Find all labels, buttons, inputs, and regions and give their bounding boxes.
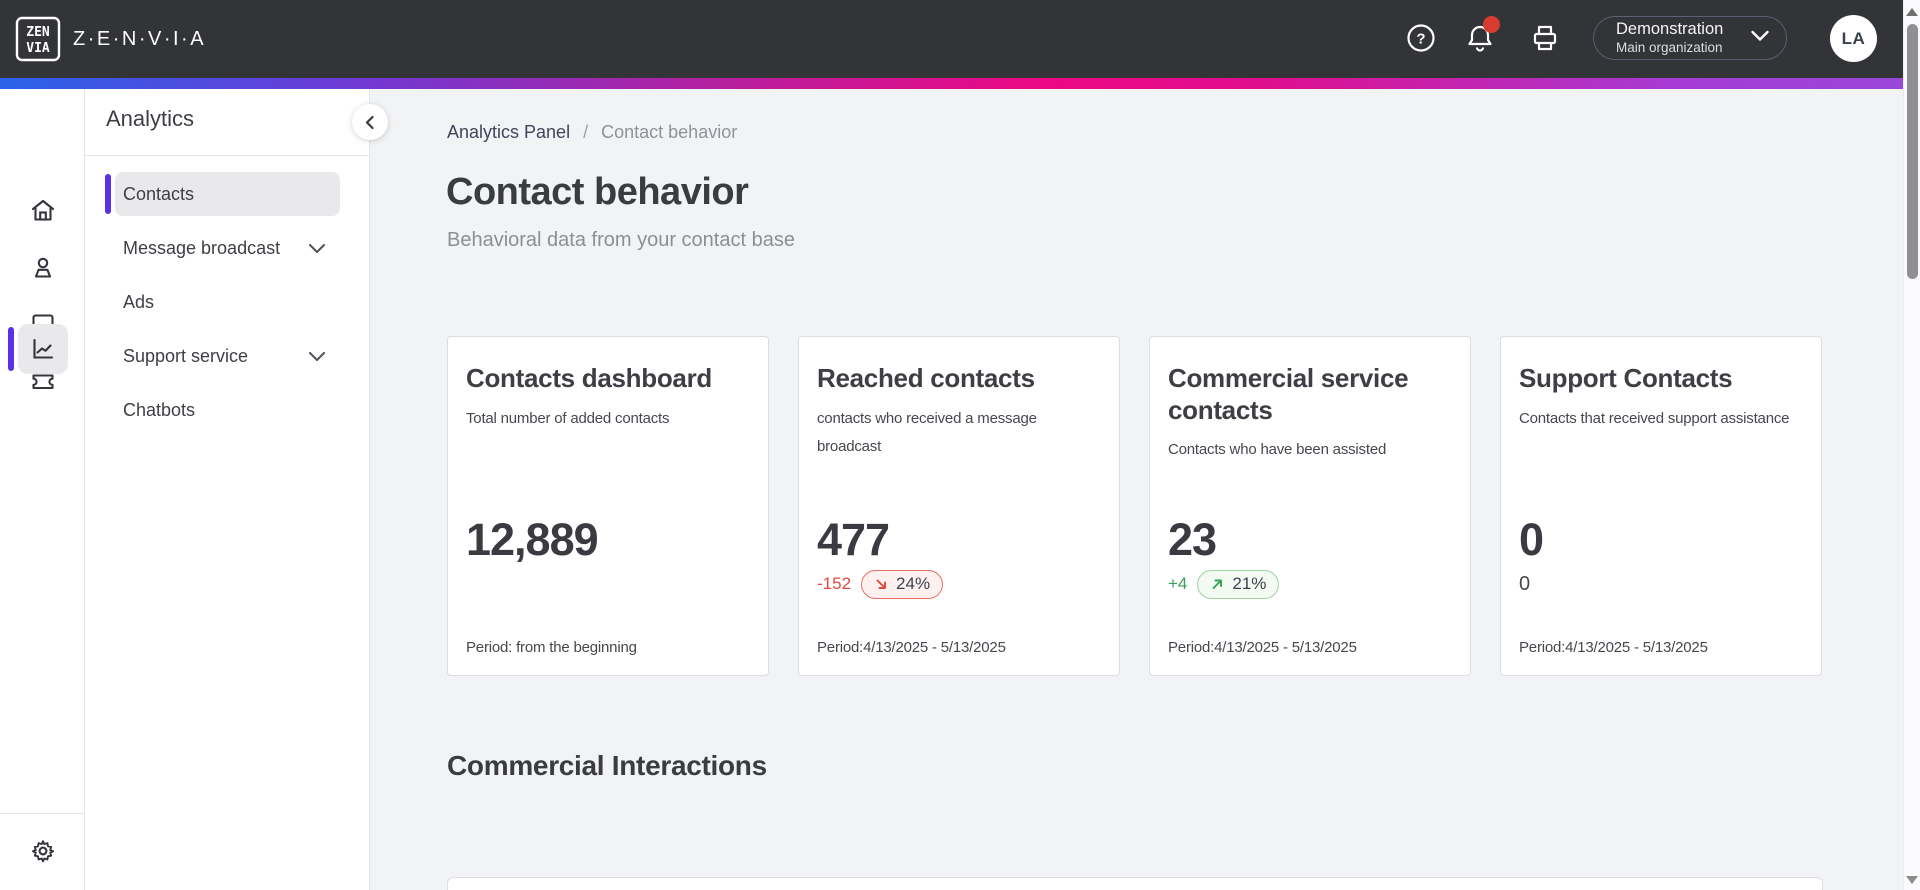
sidebar-item-label: Message broadcast bbox=[123, 237, 281, 258]
card-commercial-service-contacts: Commercial service contacts Contacts who… bbox=[1149, 336, 1471, 676]
chevron-down-icon bbox=[308, 346, 326, 367]
breadcrumb-current: Contact behavior bbox=[601, 122, 738, 142]
trend-pill-down: 24% bbox=[861, 569, 944, 599]
sidebar-item-ads[interactable]: Ads bbox=[115, 280, 340, 324]
active-item-indicator bbox=[105, 174, 111, 214]
sidebar-item-label: Ads bbox=[123, 291, 155, 312]
card-value: 477 bbox=[817, 514, 890, 565]
icon-rail bbox=[0, 89, 85, 890]
card-description: Total number of added contacts bbox=[466, 409, 670, 427]
delta-percent: 24% bbox=[896, 574, 931, 593]
help-icon[interactable]: ? bbox=[1405, 22, 1437, 54]
card-period: Period: from the beginning bbox=[466, 639, 637, 656]
card-description: Contacts who have been assisted bbox=[1168, 441, 1387, 459]
card-value: 23 bbox=[1168, 514, 1217, 565]
rail-divider bbox=[0, 813, 85, 814]
page-subtitle: Behavioral data from your contact base bbox=[447, 229, 795, 251]
sidebar-title: Analytics bbox=[106, 106, 195, 131]
card-value: 0 bbox=[1519, 514, 1544, 565]
zenvia-wordmark: Z·E·N·V·I·A bbox=[73, 28, 207, 50]
card-support-contacts: Support Contacts Contacts that received … bbox=[1500, 336, 1822, 676]
scroll-down-arrow[interactable] bbox=[1906, 876, 1918, 884]
card-title: Support Contacts bbox=[1519, 363, 1733, 393]
settings-gear-icon[interactable] bbox=[30, 838, 56, 864]
chevron-down-icon bbox=[1750, 29, 1770, 47]
card-period: Period:4/13/2025 - 5/13/2025 bbox=[1519, 639, 1708, 656]
brand-gradient-bar bbox=[0, 78, 1903, 89]
analytics-sidebar: Analytics Contacts Message broadcast Ads… bbox=[85, 89, 370, 890]
notification-badge bbox=[1483, 16, 1500, 33]
scroll-up-arrow[interactable] bbox=[1906, 8, 1918, 16]
card-contacts-dashboard: Contacts dashboard Total number of added… bbox=[447, 336, 769, 676]
top-bar: ZEN VIA Z·E·N·V·I·A ? bbox=[0, 0, 1903, 78]
sidebar-item-support-service[interactable]: Support service bbox=[115, 334, 340, 378]
page-title: Contact behavior bbox=[446, 171, 749, 213]
breadcrumb: Analytics Panel / Contact behavior bbox=[447, 122, 737, 143]
sidebar-item-label: Support service bbox=[123, 345, 249, 366]
organization-name: Demonstration bbox=[1616, 20, 1724, 39]
sidebar-item-chatbots[interactable]: Chatbots bbox=[115, 388, 340, 432]
contacts-person-icon[interactable] bbox=[30, 255, 56, 281]
rail-active-indicator bbox=[8, 327, 14, 371]
sidebar-item-label: Chatbots bbox=[123, 399, 196, 420]
section-title-commercial-interactions: Commercial Interactions bbox=[447, 750, 767, 781]
delta-value: 0 bbox=[1519, 572, 1531, 595]
organization-switcher[interactable]: Demonstration Main organization bbox=[1593, 16, 1787, 60]
sidebar-collapse-button[interactable] bbox=[352, 104, 388, 140]
card-period: Period:4/13/2025 - 5/13/2025 bbox=[817, 639, 1006, 656]
commercial-interactions-panel bbox=[447, 877, 1823, 890]
main-content: Analytics Panel / Contact behavior Conta… bbox=[370, 89, 1903, 890]
sidebar-menu: Contacts Message broadcast Ads Support s… bbox=[85, 172, 369, 442]
card-description: contacts who received a message broadcas… bbox=[817, 409, 1037, 456]
home-icon[interactable] bbox=[30, 198, 56, 224]
chevron-down-icon bbox=[308, 238, 326, 259]
trend-pill-up: 21% bbox=[1197, 569, 1280, 599]
arrow-up-right-icon bbox=[1212, 579, 1223, 589]
zenvia-logo-icon[interactable]: ZEN VIA bbox=[15, 16, 61, 62]
notifications-bell-icon[interactable] bbox=[1464, 16, 1500, 54]
sidebar-divider bbox=[85, 155, 369, 156]
arrow-down-right-icon bbox=[876, 579, 886, 589]
print-icon[interactable] bbox=[1529, 22, 1561, 54]
card-delta-row: +4 21% bbox=[1168, 569, 1280, 599]
delta-percent: 21% bbox=[1232, 574, 1267, 593]
organization-subtitle: Main organization bbox=[1616, 39, 1723, 55]
user-avatar[interactable]: LA bbox=[1830, 15, 1877, 62]
vertical-scrollbar[interactable] bbox=[1903, 0, 1920, 890]
card-delta-row: -152 24% bbox=[817, 569, 944, 599]
card-delta-row: 0 bbox=[1519, 569, 1530, 599]
tickets-icon[interactable] bbox=[30, 368, 56, 394]
card-period: Period:4/13/2025 - 5/13/2025 bbox=[1168, 639, 1357, 656]
analytics-chart-icon[interactable] bbox=[18, 324, 68, 374]
card-title: Reached contacts bbox=[817, 363, 1035, 393]
breadcrumb-analytics-panel[interactable]: Analytics Panel bbox=[447, 122, 571, 142]
sidebar-item-contacts[interactable]: Contacts bbox=[105, 172, 340, 216]
delta-value: -152 bbox=[817, 574, 852, 593]
card-description: Contacts that received support assistanc… bbox=[1519, 409, 1790, 427]
sidebar-item-label: Contacts bbox=[123, 183, 195, 204]
svg-text:VIA: VIA bbox=[26, 41, 50, 56]
svg-text:?: ? bbox=[1416, 31, 1425, 48]
scrollbar-thumb[interactable] bbox=[1907, 24, 1918, 279]
card-value: 12,889 bbox=[466, 514, 599, 565]
kpi-cards-row: Contacts dashboard Total number of added… bbox=[447, 336, 1822, 676]
sidebar-item-message-broadcast[interactable]: Message broadcast bbox=[115, 226, 340, 270]
card-reached-contacts: Reached contacts contacts who received a… bbox=[798, 336, 1120, 676]
breadcrumb-separator: / bbox=[583, 122, 589, 142]
svg-text:ZEN: ZEN bbox=[26, 25, 50, 40]
card-title: Contacts dashboard bbox=[466, 363, 712, 393]
delta-value: +4 bbox=[1168, 574, 1188, 593]
card-title: Commercial service contacts bbox=[1168, 363, 1409, 425]
